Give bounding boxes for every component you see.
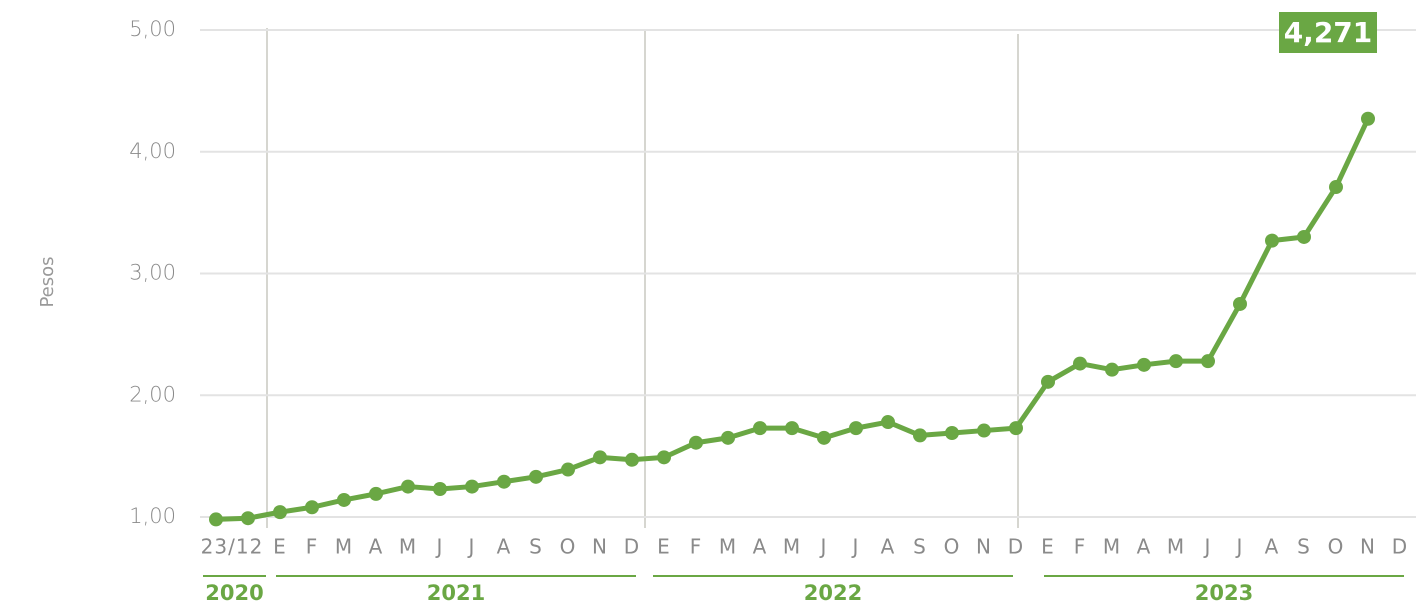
point (1265, 233, 1279, 248)
x-tick-label: M (783, 535, 801, 559)
x-tick-label: S (913, 535, 927, 559)
x-tick-label: S (1297, 535, 1311, 559)
x-tick-label: J (467, 535, 476, 559)
point (1201, 354, 1215, 369)
x-tick-label: D (1008, 535, 1024, 559)
point (1105, 362, 1119, 377)
x-tick-label: F (306, 535, 319, 559)
point (401, 479, 415, 494)
x-tick-label: E (657, 535, 671, 559)
x-tick-label: E (1041, 535, 1055, 559)
point (465, 479, 479, 494)
x-tick-label: S (529, 535, 543, 559)
point (497, 474, 511, 489)
y-tick-label: 3,00 (129, 261, 176, 285)
point (1041, 374, 1055, 389)
point (1169, 354, 1183, 369)
point (273, 505, 287, 520)
value-label-box (1279, 12, 1377, 53)
point (1361, 111, 1375, 126)
point (1329, 180, 1343, 195)
y-tick-label: 5,00 (129, 17, 176, 41)
point (849, 421, 863, 436)
year-label: 2021 (427, 581, 485, 603)
x-tick-label: N (592, 535, 608, 559)
point (785, 421, 799, 436)
point (1233, 296, 1247, 311)
point (337, 492, 351, 507)
y-tick-label: 2,00 (129, 382, 176, 406)
x-tick-label: A (369, 535, 384, 559)
x-tick-label: J (851, 535, 860, 559)
point (561, 462, 575, 477)
year-label: 2022 (804, 581, 862, 603)
point (945, 425, 959, 440)
point (593, 450, 607, 465)
x-tick-label: M (335, 535, 353, 559)
x-tick-label: 23/12 (201, 535, 264, 559)
x-tick-label: A (753, 535, 768, 559)
x-tick-label: A (497, 535, 512, 559)
point (305, 500, 319, 515)
x-tick-label: J (1203, 535, 1212, 559)
x-tick-label: D (1392, 535, 1408, 559)
point (913, 428, 927, 443)
point (881, 415, 895, 430)
x-tick-label: O (944, 535, 961, 559)
point (977, 423, 991, 438)
point (529, 469, 543, 484)
point (1297, 229, 1311, 244)
x-tick-label: A (1265, 535, 1280, 559)
point (721, 430, 735, 445)
x-tick-label: O (1328, 535, 1345, 559)
value-label: 4,271 (1284, 16, 1373, 49)
point (1137, 357, 1151, 372)
x-tick-label: M (399, 535, 417, 559)
point (689, 435, 703, 450)
x-tick-label: J (1235, 535, 1244, 559)
x-tick-label: M (1167, 535, 1185, 559)
point (753, 421, 767, 436)
year-label: 2023 (1195, 581, 1253, 603)
point (241, 511, 255, 526)
x-tick-label: N (1360, 535, 1376, 559)
x-tick-label: D (624, 535, 640, 559)
y-tick-label: 1,00 (129, 504, 176, 528)
x-tick-label: A (1137, 535, 1152, 559)
line (215, 117, 1371, 522)
point (1009, 421, 1023, 436)
point (657, 450, 671, 465)
point (209, 512, 223, 527)
year-label: 2020 (205, 581, 263, 603)
x-tick-label: F (1074, 535, 1087, 559)
x-tick-label: E (273, 535, 287, 559)
x-tick-label: A (881, 535, 896, 559)
x-tick-label: F (690, 535, 703, 559)
x-tick-label: M (719, 535, 737, 559)
x-tick-label: J (819, 535, 828, 559)
point (433, 481, 447, 496)
x-tick-label: O (560, 535, 577, 559)
y-tick-label: 4,00 (129, 139, 176, 163)
y-axis-label: Pesos (37, 256, 58, 307)
point (625, 452, 639, 467)
point (817, 430, 831, 445)
point (1073, 356, 1087, 371)
x-tick-label: N (976, 535, 992, 559)
x-tick-label: J (435, 535, 444, 559)
x-tick-label: M (1103, 535, 1121, 559)
point (369, 486, 383, 501)
